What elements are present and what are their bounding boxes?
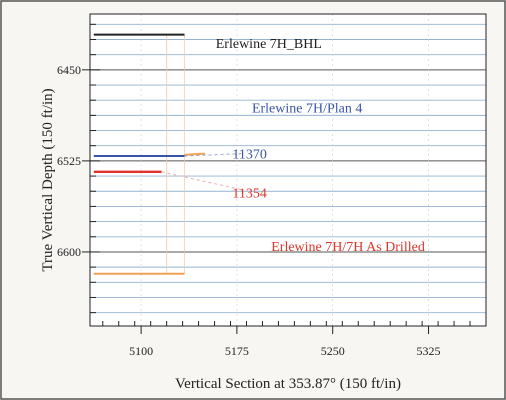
- annotation-label: Erlewine 7H/7H As Drilled: [271, 240, 425, 255]
- leader-line: [184, 153, 244, 157]
- y-axis-label: True Vertical Depth (150 ft/in): [40, 88, 56, 271]
- annotation-label: Erlewine 7H/Plan 4: [252, 101, 362, 116]
- y-tick-label: 6600: [57, 245, 81, 259]
- y-tick-label: 6450: [57, 63, 81, 77]
- plot-area: Erlewine 7H_BHL Erlewine 7H/Plan 4 11370 11…: [89, 13, 487, 327]
- grid-layer: [90, 14, 486, 326]
- y-tick-label: 6525: [57, 154, 81, 168]
- x-tick-label: 5325: [417, 344, 441, 358]
- series-layer: [93, 33, 244, 275]
- ticks-layer: 6450 6525 6600 5100 5175 5250 5325: [57, 23, 471, 358]
- annotation-label: 11354: [232, 186, 266, 201]
- annotation-label: 11370: [232, 148, 266, 163]
- x-tick-label: 5100: [129, 344, 153, 358]
- plot-frame: [89, 13, 487, 327]
- series-tip: [184, 152, 206, 156]
- leader-line: [161, 171, 244, 191]
- x-axis-label: Vertical Section at 353.87° (150 ft/in): [175, 376, 401, 392]
- annotation-label: Erlewine 7H_BHL: [216, 37, 322, 52]
- plot-background: [90, 14, 486, 326]
- x-tick-label: 5175: [225, 344, 249, 358]
- x-tick-label: 5250: [321, 344, 345, 358]
- annotation-layer: Erlewine 7H_BHL Erlewine 7H/Plan 4 11370 11…: [216, 37, 425, 255]
